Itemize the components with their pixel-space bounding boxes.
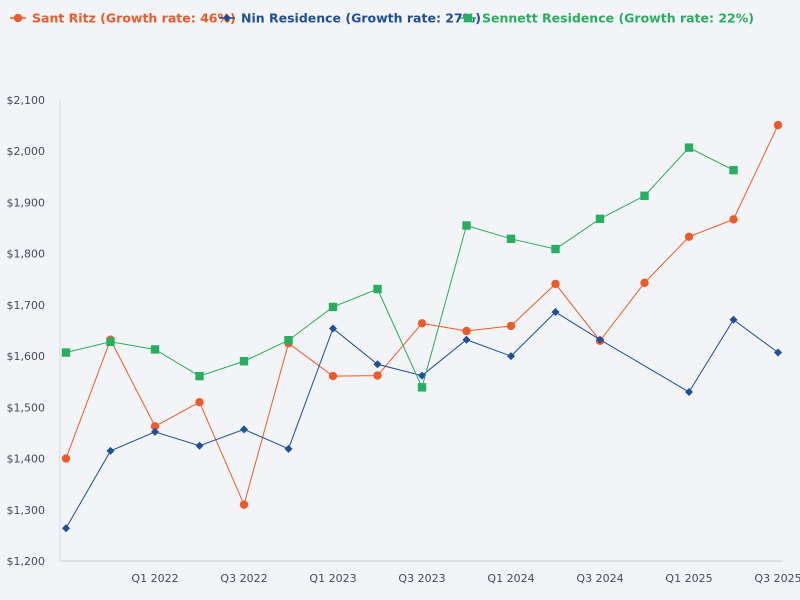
data-point <box>328 371 338 381</box>
series-line <box>65 311 779 529</box>
data-point <box>551 244 560 254</box>
series-circle <box>61 120 783 509</box>
data-point <box>462 335 471 344</box>
legend-label: Nin Residence (Growth rate: 27%) <box>241 11 481 26</box>
data-point <box>150 345 160 354</box>
data-point <box>506 234 516 244</box>
data-point <box>729 165 738 175</box>
data-point <box>373 371 382 380</box>
data-point <box>106 337 115 346</box>
x-tick-label: Q3 2022 <box>220 572 267 585</box>
x-tick-label: Q3 2024 <box>576 572 623 585</box>
data-point <box>551 308 560 317</box>
y-tick-label: $1,600 <box>7 350 46 363</box>
data-point <box>373 360 382 369</box>
legend-marker <box>223 14 231 22</box>
y-tick-label: $1,900 <box>7 196 46 209</box>
data-point <box>684 232 694 241</box>
y-tick-label: $2,100 <box>7 94 46 107</box>
legend-item[interactable]: Sant Ritz (Growth rate: 46%) <box>10 11 236 26</box>
data-point <box>729 215 738 224</box>
data-point <box>328 302 338 312</box>
data-point <box>151 427 159 436</box>
data-point <box>240 425 248 434</box>
x-axis: Q1 2022 Q3 2022 Q1 2023 Q3 2023 Q1 2024 Q3 20… <box>60 560 800 585</box>
legend-label: Sennett Residence (Growth rate: 22%) <box>482 11 754 26</box>
x-tick-label: Q1 2025 <box>665 572 712 585</box>
data-point <box>195 441 204 450</box>
data-point <box>506 321 516 331</box>
y-tick-label: $1,200 <box>7 555 46 568</box>
legend-item[interactable]: Sennett Residence (Growth rate: 22%) <box>460 11 754 26</box>
data-point <box>61 454 71 463</box>
x-tick-label: Q1 2023 <box>309 572 356 585</box>
series-line <box>65 147 734 389</box>
data-point <box>239 500 249 509</box>
data-point <box>329 324 337 333</box>
legend-label: Sant Ritz (Growth rate: 46%) <box>32 11 236 26</box>
data-point <box>596 335 604 344</box>
data-point <box>640 278 649 288</box>
legend: Sant Ritz (Growth rate: 46%) Nin Residenc… <box>10 11 754 26</box>
x-tick-label: Q1 2024 <box>487 572 534 585</box>
y-tick-label: $1,300 <box>7 504 46 517</box>
x-tick-label: Q1 2022 <box>131 572 178 585</box>
data-point <box>106 446 115 455</box>
data-point <box>195 371 204 381</box>
series-line <box>65 124 779 507</box>
data-point <box>684 143 694 152</box>
plot-area <box>61 120 783 533</box>
data-point <box>61 348 71 357</box>
y-tick-label: $1,500 <box>7 401 46 414</box>
y-tick-label: $1,700 <box>7 299 46 312</box>
data-point <box>551 279 560 289</box>
y-tick-label: $2,000 <box>7 145 46 158</box>
data-point <box>284 444 293 453</box>
y-axis: $1,200 $1,300 $1,400 $1,500 $1,600 $1,700 $1,8… <box>7 94 61 568</box>
data-point <box>417 319 427 328</box>
data-point <box>284 336 293 345</box>
y-tick-label: $1,400 <box>7 453 46 466</box>
data-point <box>150 422 160 431</box>
x-tick-label: Q3 2025 <box>754 572 800 585</box>
data-point <box>507 352 515 361</box>
y-tick-label: $1,800 <box>7 248 46 261</box>
data-point <box>462 326 471 336</box>
legend-item[interactable]: Nin Residence (Growth rate: 27%) <box>219 11 481 26</box>
legend-marker <box>463 13 473 23</box>
data-point <box>417 383 427 392</box>
data-point <box>729 315 738 324</box>
data-point <box>462 221 471 230</box>
data-point <box>239 357 249 366</box>
legend-marker <box>13 13 23 23</box>
data-point <box>640 191 649 200</box>
data-point <box>62 524 70 533</box>
data-point <box>685 387 693 396</box>
data-point <box>774 348 782 357</box>
data-point <box>773 120 783 130</box>
series-diamond <box>62 308 782 533</box>
data-point <box>195 398 204 407</box>
data-point <box>373 284 382 294</box>
x-tick-label: Q3 2023 <box>398 572 445 585</box>
series-square <box>61 143 738 392</box>
data-point <box>595 214 605 224</box>
data-point <box>418 371 426 380</box>
